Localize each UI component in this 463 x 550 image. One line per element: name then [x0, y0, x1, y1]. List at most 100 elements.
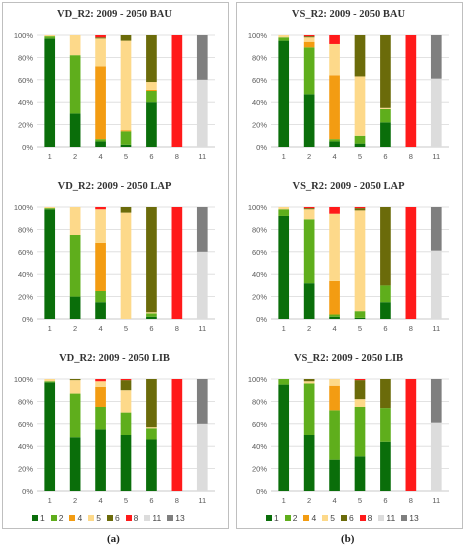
y-tick-label: 40%	[252, 442, 267, 451]
x-tick-label: 4	[332, 324, 336, 333]
bar-segment	[44, 35, 56, 37]
chart-title: VS_R2: 2009 - 2050 BAU	[291, 9, 406, 20]
legend-label: 4	[77, 513, 83, 523]
bar-segment	[95, 407, 106, 430]
bar-segment	[95, 302, 106, 319]
legend-item: 5	[322, 513, 335, 523]
bar-segment	[69, 113, 81, 147]
bar-segment	[95, 242, 106, 291]
x-tick-label: 2	[307, 324, 311, 333]
bar-segment	[69, 296, 81, 319]
chart-svg: 0% 20% 40% 60% 80% 100% 1 2 4 5 6 8 11	[14, 31, 215, 161]
bar-segment	[430, 422, 442, 491]
x-tick-label: 2	[73, 324, 77, 333]
bar-segment	[303, 35, 315, 37]
bar-segment	[146, 91, 157, 103]
x-tick-label: 6	[383, 324, 387, 333]
bar-segment	[405, 379, 417, 491]
legend-item: 5	[88, 513, 101, 523]
y-tick-label: 60%	[18, 76, 33, 85]
bar-segment	[303, 219, 315, 284]
legend-item: 4	[69, 513, 82, 523]
bar-segment	[329, 35, 340, 44]
chart-title: VD_R2: 2009 - 2050 LAP	[57, 181, 172, 192]
legend-swatch	[359, 515, 366, 521]
bar-segment	[278, 384, 290, 491]
bar-segment	[329, 280, 340, 315]
bar-segment	[380, 35, 391, 108]
bar-segment	[95, 141, 106, 147]
bar-segment	[69, 55, 81, 114]
bar-segment	[405, 207, 417, 319]
bar-segment	[95, 35, 106, 38]
bar-segment	[380, 379, 391, 409]
y-tick-label: 100%	[248, 31, 268, 40]
y-tick-label: 0%	[22, 143, 33, 152]
y-tick-label: 40%	[18, 98, 33, 107]
bar-segment	[354, 210, 366, 312]
bar-segment	[430, 78, 442, 147]
bar-segment	[380, 408, 391, 442]
bar-segment	[120, 390, 132, 413]
x-tick-label: 2	[73, 496, 77, 505]
chart-svg: 0% 20% 40% 60% 80% 100% 1 2 4 5 6 8 11	[248, 203, 449, 333]
x-tick-label: 6	[383, 496, 387, 505]
column-frame-left	[2, 2, 229, 529]
chart-panel-vs-lib: VS_R2: 2009 - 2050 LIB 0% 20% 40% 60% 80% 100%…	[237, 347, 460, 515]
bar-segment	[354, 399, 366, 407]
legend-item: 11	[144, 513, 161, 523]
x-tick-label: 11	[198, 496, 206, 505]
bar-segment	[69, 379, 81, 381]
chart-title: VS_R2: 2009 - 2050 LAP	[292, 181, 405, 192]
y-tick-label: 20%	[18, 121, 33, 130]
legend-label: 6	[348, 513, 354, 523]
bar-segment	[329, 316, 340, 319]
bar-segment	[196, 207, 208, 252]
bar-segment	[329, 43, 340, 76]
bar-segment	[44, 209, 56, 319]
bar-segment	[329, 75, 340, 140]
bar-segment	[354, 311, 366, 318]
bar-segment	[44, 379, 56, 382]
bar-segment	[354, 317, 366, 319]
chart-panel-vs-bau: VS_R2: 2009 - 2050 BAU 0% 20% 40% 60% 80% 100%…	[237, 3, 460, 171]
bar-segment	[146, 316, 157, 319]
legend-swatch	[303, 515, 310, 521]
y-tick-label: 0%	[256, 487, 267, 496]
bar-segment	[120, 379, 132, 381]
legend-swatch	[266, 515, 272, 521]
panel-label-a: (a)	[107, 533, 120, 545]
y-tick-label: 40%	[252, 98, 267, 107]
x-tick-label: 4	[98, 152, 102, 161]
x-tick-label: 6	[149, 152, 153, 161]
bar-segment	[303, 381, 315, 384]
legend-label: 1	[274, 513, 279, 523]
bar-segment	[303, 208, 315, 210]
x-tick-label: 5	[358, 152, 362, 161]
bar-segment	[278, 35, 290, 38]
bar-segment	[196, 379, 208, 424]
x-tick-label: 11	[432, 496, 440, 505]
chart-panel-vd-bau: VD_R2: 2009 - 2050 BAU 0% 20% 40% 60% 80% 100%…	[3, 3, 226, 171]
bar-segment	[354, 207, 366, 209]
y-tick-label: 60%	[18, 248, 33, 257]
legend-item: 8	[125, 513, 138, 523]
bar-segment	[303, 283, 315, 319]
bar-segment	[196, 423, 208, 491]
bar-segment	[120, 435, 132, 491]
bar-segment	[354, 380, 366, 400]
bar-segment	[329, 213, 340, 281]
chart-svg: 0% 20% 40% 60% 80% 100% 1 2 4 5 6 8 11	[248, 375, 449, 505]
bar-segment	[303, 209, 315, 220]
bar-segment	[171, 207, 183, 319]
bar-segment	[303, 37, 315, 42]
bar-segment	[354, 135, 366, 144]
x-tick-label: 11	[198, 324, 206, 333]
legend-label: 2	[292, 513, 298, 523]
bar-segment	[430, 250, 442, 319]
bar-segment	[303, 94, 315, 147]
x-tick-label: 5	[124, 496, 128, 505]
y-tick-label: 40%	[18, 270, 33, 279]
bar-segment	[95, 207, 106, 210]
legend-swatch	[340, 515, 347, 521]
